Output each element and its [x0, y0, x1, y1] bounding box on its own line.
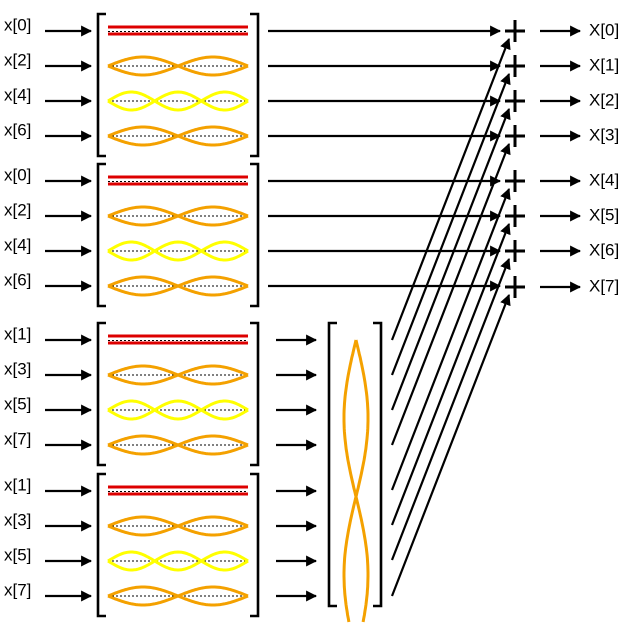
sine-wave [107, 399, 249, 421]
cosine-wave [107, 275, 249, 297]
sine-wave [107, 550, 249, 572]
twiddle-arrow [390, 142, 511, 446]
output-label: X[1] [589, 55, 619, 74]
output-label: X[4] [589, 170, 619, 189]
twiddle-arrow [390, 187, 511, 491]
labels: x[0] x[2] x[4] x[6] x[0] x[2] x[4] x[6] x[1] x[3]… [4, 15, 619, 599]
twiddle-right-bracket [373, 321, 383, 608]
dft-block-3 [96, 472, 260, 618]
twiddle-arrow [390, 37, 511, 341]
cosine-wave [107, 364, 249, 386]
dft-blocks [96, 12, 260, 618]
plus-icon [505, 276, 525, 298]
plus-icon [505, 125, 525, 147]
right-bracket [250, 472, 260, 618]
right-bracket [250, 12, 260, 158]
input-label: x[1] [4, 324, 31, 343]
plus-icon [505, 170, 525, 192]
cosine-wave [107, 434, 249, 456]
dft-block-1 [96, 162, 260, 308]
sine-wave [107, 90, 249, 112]
adders [505, 20, 525, 298]
output-label: X[6] [589, 240, 619, 259]
input-label: x[2] [4, 50, 31, 69]
cosine-wave [107, 125, 249, 147]
output-label: X[7] [589, 276, 619, 295]
cosine-wave [107, 399, 249, 421]
connection-arrows [45, 25, 582, 602]
output-label: X[3] [589, 125, 619, 144]
right-bracket [250, 321, 260, 467]
right-bracket [250, 162, 260, 308]
twiddle-wave [342, 339, 370, 623]
input-label: x[3] [4, 510, 31, 529]
input-label: x[4] [4, 85, 31, 104]
input-label: x[6] [4, 120, 31, 139]
left-bracket [96, 162, 106, 308]
cosine-wave [107, 550, 249, 572]
input-label: x[0] [4, 165, 31, 184]
twiddle-wave [342, 339, 370, 623]
twiddle-arrow [390, 257, 511, 561]
dft-block-0 [96, 12, 260, 158]
sine-wave [107, 240, 249, 262]
twiddle-left-bracket [327, 321, 337, 608]
cosine-wave [107, 205, 249, 227]
plus-icon [505, 205, 525, 227]
cosine-wave [107, 55, 249, 77]
cosine-wave [107, 585, 249, 607]
plus-icon [505, 90, 525, 112]
cosine-wave [107, 90, 249, 112]
output-label: X[5] [589, 205, 619, 224]
cosine-wave [107, 515, 249, 537]
twiddle-arrow [390, 293, 511, 597]
dft-block-2 [96, 321, 260, 467]
output-label: X[0] [589, 20, 619, 39]
input-label: x[0] [4, 15, 31, 34]
left-bracket [96, 321, 106, 467]
input-label: x[5] [4, 545, 31, 564]
twiddle-arrow [390, 107, 511, 411]
input-label: x[2] [4, 200, 31, 219]
twiddle-arrow [390, 72, 511, 376]
plus-icon [505, 55, 525, 77]
twiddle-block [327, 321, 383, 623]
input-label: x[1] [4, 475, 31, 494]
left-bracket [96, 12, 106, 158]
plus-icon [505, 20, 525, 42]
output-label: X[2] [589, 90, 619, 109]
input-label: x[3] [4, 359, 31, 378]
twiddle-arrow [390, 222, 511, 526]
input-label: x[5] [4, 394, 31, 413]
left-bracket [96, 472, 106, 618]
input-label: x[7] [4, 429, 31, 448]
cosine-wave [107, 240, 249, 262]
plus-icon [505, 240, 525, 262]
input-label: x[6] [4, 270, 31, 289]
input-label: x[4] [4, 235, 31, 254]
input-label: x[7] [4, 580, 31, 599]
